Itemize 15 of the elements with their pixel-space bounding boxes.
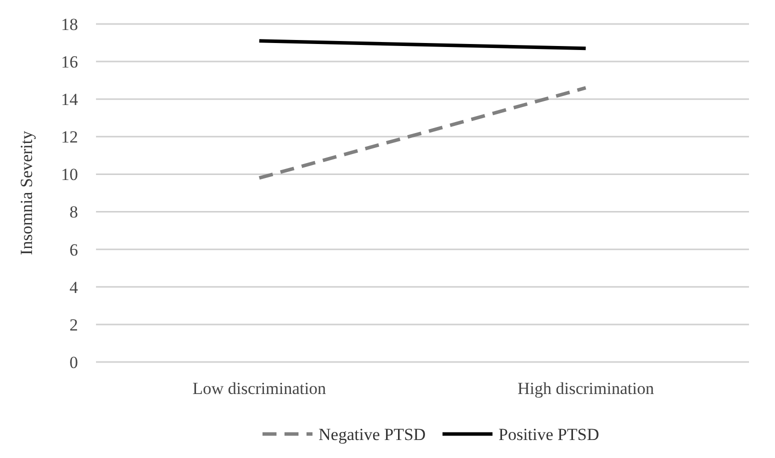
legend-label: Negative PTSD xyxy=(318,425,426,444)
y-tick-label: 10 xyxy=(61,165,78,184)
x-tick-label: High discrimination xyxy=(518,379,654,398)
y-tick-label: 0 xyxy=(70,352,78,372)
y-tick-label: 8 xyxy=(70,202,78,222)
y-axis-title: Insomnia Severity xyxy=(17,130,36,256)
y-tick-label: 16 xyxy=(61,52,78,72)
y-tick-label: 6 xyxy=(70,240,78,260)
y-tick-label: 2 xyxy=(70,315,78,334)
y-tick-label: 14 xyxy=(61,90,78,110)
y-tick-label: 4 xyxy=(70,278,78,297)
x-tick-label: Low discrimination xyxy=(192,379,327,398)
y-tick-label: 12 xyxy=(61,128,78,147)
legend-label: Positive PTSD xyxy=(498,425,600,444)
y-tick-label: 18 xyxy=(61,14,78,34)
